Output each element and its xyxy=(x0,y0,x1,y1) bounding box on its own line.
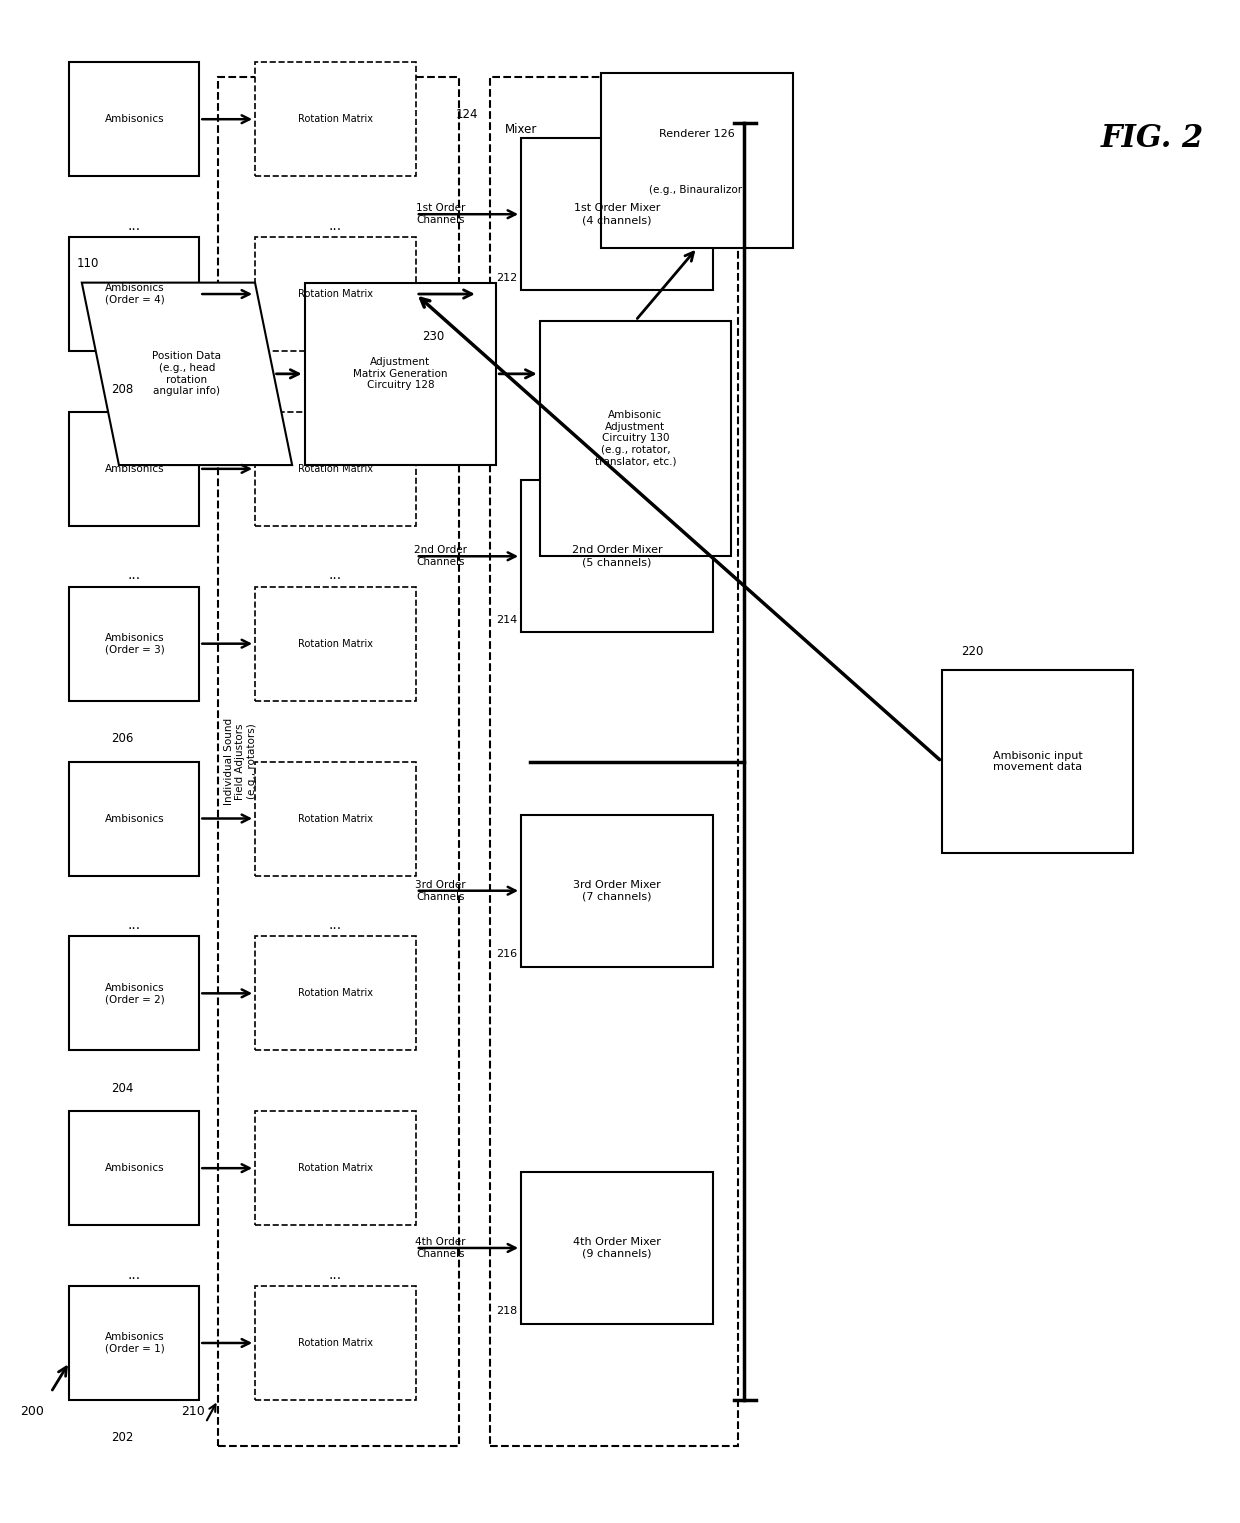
Text: ...: ... xyxy=(128,918,141,932)
Text: Ambisonics
(Order = 1): Ambisonics (Order = 1) xyxy=(104,1333,164,1354)
Text: Ambisonics: Ambisonics xyxy=(104,465,164,474)
Text: 2nd Order
Channels: 2nd Order Channels xyxy=(414,545,467,567)
Text: 110: 110 xyxy=(77,257,99,271)
FancyBboxPatch shape xyxy=(255,762,415,876)
Text: Rotation Matrix: Rotation Matrix xyxy=(298,638,373,649)
Text: ...: ... xyxy=(329,219,342,233)
FancyBboxPatch shape xyxy=(255,586,415,701)
FancyBboxPatch shape xyxy=(255,62,415,177)
Text: 220: 220 xyxy=(961,646,983,658)
Text: Ambisonic input
movement data: Ambisonic input movement data xyxy=(993,751,1083,772)
Text: (e.g., Binauralizor): (e.g., Binauralizor) xyxy=(649,184,746,195)
Text: Rotation Matrix: Rotation Matrix xyxy=(298,114,373,125)
Text: 1st Order Mixer
(4 channels): 1st Order Mixer (4 channels) xyxy=(574,204,660,225)
Text: ...: ... xyxy=(128,568,141,582)
Text: 124: 124 xyxy=(455,108,477,120)
FancyBboxPatch shape xyxy=(255,1285,415,1400)
Text: Rotation Matrix: Rotation Matrix xyxy=(298,465,373,474)
Text: ...: ... xyxy=(329,918,342,932)
Text: 212: 212 xyxy=(496,273,517,283)
Text: Ambisonics: Ambisonics xyxy=(104,114,164,125)
Text: 4th Order Mixer
(9 channels): 4th Order Mixer (9 channels) xyxy=(573,1237,661,1260)
FancyBboxPatch shape xyxy=(255,411,415,525)
FancyBboxPatch shape xyxy=(539,321,732,556)
Text: Rotation Matrix: Rotation Matrix xyxy=(298,988,373,999)
FancyBboxPatch shape xyxy=(69,62,200,177)
FancyBboxPatch shape xyxy=(69,762,200,876)
Text: 2nd Order Mixer
(5 channels): 2nd Order Mixer (5 channels) xyxy=(572,545,662,567)
Text: Ambisonic
Adjustment
Circuitry 130
(e.g., rotator,
translator, etc.): Ambisonic Adjustment Circuitry 130 (e.g.… xyxy=(595,410,676,466)
Text: Ambisonics
(Order = 3): Ambisonics (Order = 3) xyxy=(104,634,164,655)
FancyBboxPatch shape xyxy=(521,139,713,291)
FancyBboxPatch shape xyxy=(521,815,713,967)
Text: Ambisonics: Ambisonics xyxy=(104,1164,164,1173)
Text: Ambisonics
(Order = 2): Ambisonics (Order = 2) xyxy=(104,982,164,1004)
Text: 202: 202 xyxy=(110,1432,133,1444)
FancyBboxPatch shape xyxy=(69,1285,200,1400)
Text: Rotation Matrix: Rotation Matrix xyxy=(298,1339,373,1348)
Text: 216: 216 xyxy=(496,949,517,959)
Text: 230: 230 xyxy=(422,329,444,343)
Text: 4th Order
Channels: 4th Order Channels xyxy=(415,1237,466,1260)
FancyBboxPatch shape xyxy=(69,238,200,350)
Text: Ambisonics: Ambisonics xyxy=(104,813,164,824)
Text: 204: 204 xyxy=(110,1081,133,1095)
Polygon shape xyxy=(82,283,293,465)
FancyBboxPatch shape xyxy=(255,238,415,350)
FancyBboxPatch shape xyxy=(490,78,738,1445)
Text: 210: 210 xyxy=(181,1406,205,1418)
Text: ...: ... xyxy=(128,1267,141,1281)
Text: Mixer: Mixer xyxy=(505,123,537,136)
Text: Adjustment
Matrix Generation
Circuitry 128: Adjustment Matrix Generation Circuitry 1… xyxy=(353,358,448,390)
Text: ...: ... xyxy=(329,1267,342,1281)
Text: 1st Order
Channels: 1st Order Channels xyxy=(415,204,465,225)
Text: 218: 218 xyxy=(496,1307,517,1316)
Text: FIG. 2: FIG. 2 xyxy=(1100,123,1204,154)
Text: 3rd Order
Channels: 3rd Order Channels xyxy=(415,880,466,902)
Text: 206: 206 xyxy=(110,733,133,745)
Text: Rotation Matrix: Rotation Matrix xyxy=(298,289,373,299)
Text: Rotation Matrix: Rotation Matrix xyxy=(298,813,373,824)
Text: Individual Sound
Field Adjustors
(e.g., rotators): Individual Sound Field Adjustors (e.g., … xyxy=(223,717,257,806)
FancyBboxPatch shape xyxy=(521,1173,713,1323)
Text: ...: ... xyxy=(329,568,342,582)
Text: 208: 208 xyxy=(110,382,133,396)
FancyBboxPatch shape xyxy=(601,73,794,248)
FancyBboxPatch shape xyxy=(69,586,200,701)
FancyBboxPatch shape xyxy=(69,1112,200,1224)
Text: Renderer 126: Renderer 126 xyxy=(660,129,735,139)
Text: ...: ... xyxy=(128,219,141,233)
FancyBboxPatch shape xyxy=(255,1112,415,1224)
FancyBboxPatch shape xyxy=(941,670,1133,853)
Text: 200: 200 xyxy=(20,1406,45,1418)
FancyBboxPatch shape xyxy=(69,411,200,525)
Text: Rotation Matrix: Rotation Matrix xyxy=(298,1164,373,1173)
FancyBboxPatch shape xyxy=(218,78,459,1445)
Text: Ambisonics
(Order = 4): Ambisonics (Order = 4) xyxy=(104,283,164,305)
FancyBboxPatch shape xyxy=(305,283,496,465)
Text: 3rd Order Mixer
(7 channels): 3rd Order Mixer (7 channels) xyxy=(573,880,661,902)
Text: 214: 214 xyxy=(496,615,517,624)
FancyBboxPatch shape xyxy=(255,937,415,1051)
FancyBboxPatch shape xyxy=(521,480,713,632)
FancyBboxPatch shape xyxy=(69,937,200,1051)
Text: Position Data
(e.g., head
rotation
angular info): Position Data (e.g., head rotation angul… xyxy=(153,352,222,396)
